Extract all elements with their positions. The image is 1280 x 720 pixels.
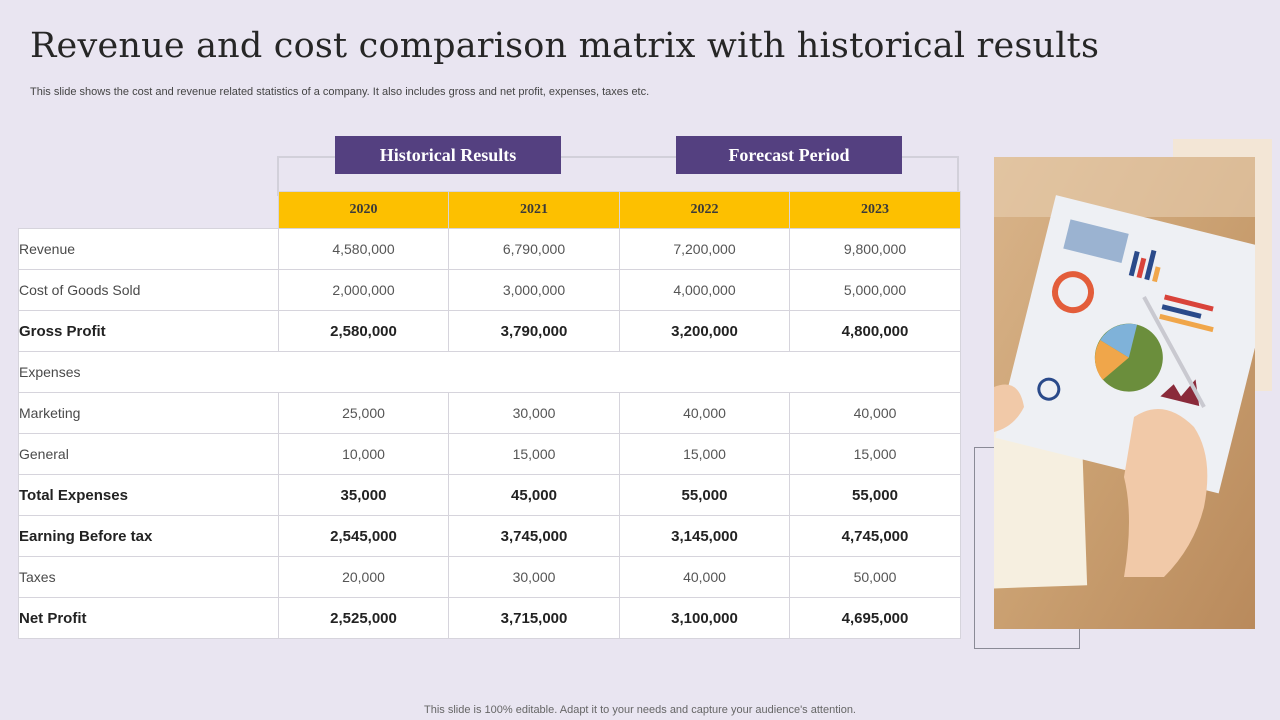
row-label: Cost of Goods Sold [18, 269, 279, 311]
table-cell: 7,200,000 [619, 228, 790, 270]
year-header-2021: 2021 [448, 191, 620, 229]
table-cell: 3,145,000 [619, 515, 790, 557]
table-cell: 35,000 [278, 474, 449, 516]
table-row-total-expenses: Total Expenses 35,000 45,000 55,000 55,0… [18, 474, 961, 516]
year-header-2020: 2020 [278, 191, 449, 229]
table-cell: 25,000 [278, 392, 449, 434]
row-label: Marketing [18, 392, 279, 434]
table-row-expenses-section: Expenses [18, 351, 961, 393]
table-row-marketing: Marketing 25,000 30,000 40,000 40,000 [18, 392, 961, 434]
table-row-gross-profit: Gross Profit 2,580,000 3,790,000 3,200,0… [18, 310, 961, 352]
table-cell: 5,000,000 [789, 269, 961, 311]
historical-results-header: Historical Results [335, 136, 561, 174]
row-label: Revenue [18, 228, 279, 270]
table-cell: 15,000 [789, 433, 961, 475]
section-empty-cell [278, 351, 961, 393]
table-cell: 4,000,000 [619, 269, 790, 311]
table-cell: 4,745,000 [789, 515, 961, 557]
row-label: Net Profit [18, 597, 279, 639]
table-cell: 40,000 [619, 556, 790, 598]
row-label: Expenses [18, 351, 279, 393]
table-cell: 15,000 [619, 433, 790, 475]
row-label: Earning Before tax [18, 515, 279, 557]
table-row-revenue: Revenue 4,580,000 6,790,000 7,200,000 9,… [18, 228, 961, 270]
table-cell: 40,000 [619, 392, 790, 434]
table-cell: 3,715,000 [448, 597, 620, 639]
table-cell: 3,000,000 [448, 269, 620, 311]
table-cell: 4,800,000 [789, 310, 961, 352]
forecast-period-header: Forecast Period [676, 136, 902, 174]
slide-footer: This slide is 100% editable. Adapt it to… [424, 704, 856, 716]
row-label: Taxes [18, 556, 279, 598]
slide-title: Revenue and cost comparison matrix with … [30, 26, 1100, 66]
table-cell: 50,000 [789, 556, 961, 598]
year-header-2023: 2023 [789, 191, 961, 229]
table-row-taxes: Taxes 20,000 30,000 40,000 50,000 [18, 556, 961, 598]
table-cell: 15,000 [448, 433, 620, 475]
table-cell: 55,000 [789, 474, 961, 516]
slide-subtitle: This slide shows the cost and revenue re… [30, 86, 650, 98]
table-cell: 2,580,000 [278, 310, 449, 352]
table-cell: 2,525,000 [278, 597, 449, 639]
row-label: Total Expenses [18, 474, 279, 516]
table-cell: 6,790,000 [448, 228, 620, 270]
table-cell: 40,000 [789, 392, 961, 434]
row-label: General [18, 433, 279, 475]
year-header-row: 2020 2021 2022 2023 [19, 191, 961, 229]
table-row-cogs: Cost of Goods Sold 2,000,000 3,000,000 4… [18, 269, 961, 311]
table-cell: 3,200,000 [619, 310, 790, 352]
table-row-earning-before-tax: Earning Before tax 2,545,000 3,745,000 3… [18, 515, 961, 557]
table-cell: 2,000,000 [278, 269, 449, 311]
header-blank-cell [19, 192, 279, 229]
table-cell: 3,745,000 [448, 515, 620, 557]
table-cell: 10,000 [278, 433, 449, 475]
table-cell: 30,000 [448, 556, 620, 598]
comparison-matrix: 2020 2021 2022 2023 Revenue 4,580,000 6,… [18, 191, 961, 639]
table-cell: 45,000 [448, 474, 620, 516]
table-cell: 3,790,000 [448, 310, 620, 352]
table-cell: 2,545,000 [278, 515, 449, 557]
analytics-report-photo-icon [994, 157, 1255, 629]
table-cell: 4,695,000 [789, 597, 961, 639]
table-cell: 30,000 [448, 392, 620, 434]
table-cell: 4,580,000 [278, 228, 449, 270]
table-row-net-profit: Net Profit 2,525,000 3,715,000 3,100,000… [18, 597, 961, 639]
year-header-2022: 2022 [619, 191, 790, 229]
table-cell: 55,000 [619, 474, 790, 516]
period-header-frame [277, 156, 959, 196]
table-cell: 20,000 [278, 556, 449, 598]
table-cell: 3,100,000 [619, 597, 790, 639]
row-label: Gross Profit [18, 310, 279, 352]
table-row-general: General 10,000 15,000 15,000 15,000 [18, 433, 961, 475]
table-cell: 9,800,000 [789, 228, 961, 270]
